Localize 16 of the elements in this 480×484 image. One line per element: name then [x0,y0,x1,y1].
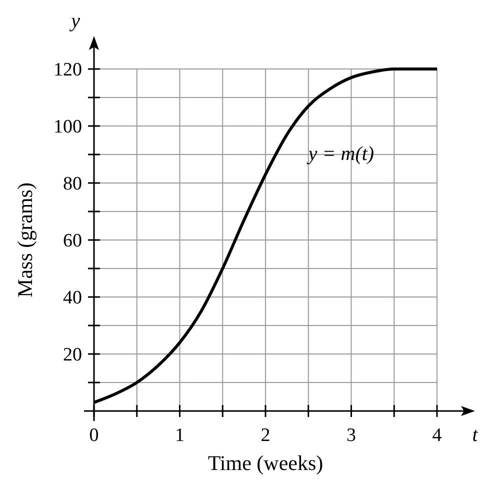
y-tick-label: 100 [54,116,82,138]
y-axis-title: Mass (grams) [13,182,37,298]
x-axis-title: Time (weeks) [208,451,324,475]
text: y [69,10,80,32]
x-tick-label: 1 [175,425,184,446]
text: t [472,424,478,446]
x-tick-label: 0 [89,425,99,446]
y-tick-label: 80 [63,174,82,195]
x-tick-label: 2 [260,425,270,446]
y-tick-label: 20 [63,344,82,366]
x-tick-label: 3 [346,425,356,446]
y-tick-label: 120 [54,60,82,81]
y-tick-label: 60 [63,230,82,252]
x-tick-label: 4 [432,425,442,446]
y-tick-label: 40 [63,288,82,309]
series-label: y = m(t) [306,143,374,166]
